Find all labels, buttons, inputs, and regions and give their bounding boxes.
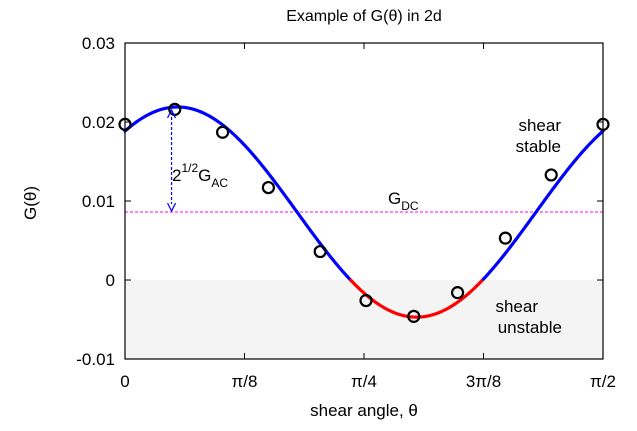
shear-unstable-label-2: unstable bbox=[498, 318, 562, 337]
g-ac-main: G bbox=[198, 166, 211, 185]
x-tick-label: π/8 bbox=[232, 372, 258, 391]
y-tick-label: -0.01 bbox=[76, 350, 115, 369]
y-axis-label: G(θ) bbox=[21, 186, 40, 220]
tick-group: 0 π/8 π/4 3π/8 π/2 -0.01 0 0.01 0.02 0.03 bbox=[76, 34, 616, 391]
data-point bbox=[215, 125, 230, 139]
x-tick-label: π/2 bbox=[590, 372, 616, 391]
g-ac-arrow bbox=[167, 108, 177, 213]
data-point bbox=[450, 286, 465, 300]
g-ac-annotation: 21/2GAC bbox=[172, 161, 228, 190]
data-point bbox=[544, 168, 558, 182]
shear-stable-label-2: stable bbox=[516, 137, 561, 156]
data-point bbox=[313, 244, 327, 259]
data-point bbox=[168, 102, 182, 116]
curve-unstable-segment bbox=[349, 277, 486, 319]
y-tick-label: 0.03 bbox=[82, 34, 115, 53]
x-tick-label: π/4 bbox=[351, 372, 377, 391]
g-ac-sub: AC bbox=[211, 176, 228, 190]
g-dc-sub: DC bbox=[401, 199, 419, 213]
curve-stable-segment bbox=[123, 105, 353, 282]
g-ac-arrow-head-bottom bbox=[167, 202, 177, 213]
shear-unstable-label-1: shear bbox=[495, 297, 538, 316]
y-tick-label: 0.01 bbox=[82, 192, 115, 211]
chart-title: Example of G(θ) in 2d bbox=[286, 8, 442, 25]
x-tick-label: 0 bbox=[120, 372, 129, 391]
g-dc-main: G bbox=[388, 189, 401, 208]
curve-group bbox=[123, 105, 605, 319]
data-point bbox=[359, 293, 373, 308]
y-tick-label: 0 bbox=[106, 271, 115, 290]
data-point bbox=[498, 231, 512, 245]
g-ac-exponent: 1/2 bbox=[181, 161, 198, 175]
g-dc-annotation: GDC bbox=[388, 189, 419, 213]
x-tick-label: 3π/8 bbox=[466, 372, 501, 391]
x-axis-label: shear angle, θ bbox=[310, 401, 418, 420]
g-ac-arrow-head-top bbox=[167, 108, 177, 119]
data-point bbox=[407, 309, 421, 323]
shear-stable-label-1: shear bbox=[518, 116, 561, 135]
g-ac-base: 2 bbox=[172, 166, 181, 185]
data-point bbox=[261, 180, 275, 195]
y-tick-label: 0.02 bbox=[82, 113, 115, 132]
curve-stable-segment bbox=[481, 129, 605, 281]
